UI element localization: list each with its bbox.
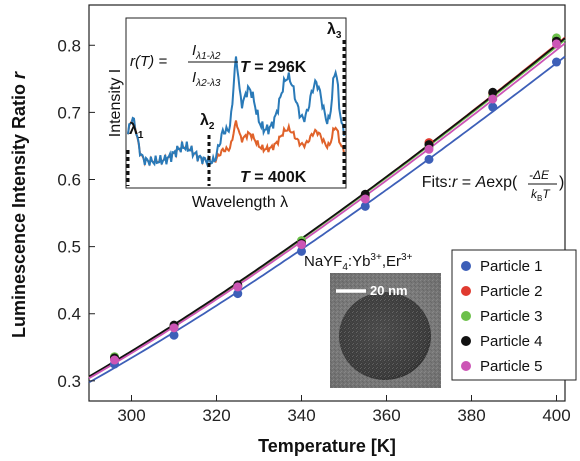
fits-formula: r = Aexp( (452, 174, 518, 191)
legend-label: Particle 4 (480, 333, 543, 350)
inset-formula-denominator: Iλ2-λ3 (192, 69, 221, 89)
scale-bar-label: 20 nm (370, 283, 408, 298)
legend-marker (461, 286, 471, 296)
legend-marker (461, 336, 471, 346)
inset-spectrum-296K (127, 56, 345, 169)
y-tick-label: 0.3 (57, 372, 81, 391)
data-point (360, 201, 370, 211)
data-point (552, 57, 561, 67)
legend-label: Particle 1 (480, 258, 543, 275)
x-tick-label: 360 (372, 406, 400, 425)
data-point (552, 39, 561, 49)
data-point (169, 330, 179, 340)
data-point (488, 102, 498, 112)
fits-close: ) (559, 174, 564, 191)
inset-lambda3-label: λ3 (327, 21, 342, 41)
data-point (488, 87, 498, 97)
axis-ticks: 300 320 340 360 380 400 0.3 0.4 0.5 0.6 0.7 0.8 (57, 36, 570, 425)
data-point (233, 289, 243, 299)
legend-box (451, 249, 577, 381)
legend-items: Particle 1 Particle 2 Particle 3 Particle 4… (461, 258, 543, 375)
data-point (488, 94, 498, 104)
tem-image: 20 nm (330, 273, 441, 388)
data-point (424, 154, 434, 164)
legend-marker (461, 311, 471, 321)
inset-lambda1-label: λ1 (129, 121, 144, 141)
data-point (169, 323, 179, 333)
inset-formula-lhs: r(T) = (130, 53, 167, 70)
data-point (424, 144, 434, 154)
data-point (233, 282, 243, 292)
fits-denominator: kBT (531, 187, 551, 203)
fit-lines (88, 36, 566, 384)
fits-numerator: -ΔE (529, 168, 550, 182)
inset-formula-numerator: Iλ1-λ2 (192, 42, 221, 62)
y-tick-label: 0.8 (57, 36, 81, 55)
y-axis-title-main: Luminescence Intensity Ratio (9, 79, 29, 338)
fit-line-4 (88, 37, 566, 378)
inset-lambda2-label: λ2 (200, 112, 215, 132)
x-tick-label: 320 (202, 406, 230, 425)
y-tick-label: 0.6 (57, 171, 81, 190)
inset-legend-400K: T = 400K (240, 169, 307, 186)
x-tick-label: 380 (457, 406, 485, 425)
y-tick-label: 0.4 (57, 305, 81, 324)
data-markers (110, 33, 561, 369)
y-tick-label: 0.7 (57, 103, 81, 122)
inset: λ1 λ2 λ3 r(T) = Iλ1-λ2 Iλ2-λ3 T = 296K T… (107, 17, 347, 211)
fit-line-1 (88, 55, 566, 384)
inset-x-label: Wavelength λ (192, 194, 288, 211)
legend-label: Particle 3 (480, 308, 543, 325)
legend-label: Particle 2 (480, 283, 543, 300)
y-tick-label: 0.5 (57, 238, 81, 257)
inset-legend-296K: T = 296K (240, 59, 307, 76)
y-axis-title-r: r (9, 71, 29, 79)
data-point (110, 355, 119, 365)
y-axis-title: Luminescence Intensity Ratio r (9, 71, 29, 338)
data-point (297, 246, 306, 256)
x-tick-label: 340 (287, 406, 315, 425)
data-point (360, 194, 370, 204)
legend-marker (461, 361, 471, 371)
x-tick-label: 400 (542, 406, 570, 425)
x-axis-title: Temperature [K] (258, 436, 396, 456)
material-label: NaYF4:Yb3+,Er3+ (304, 252, 413, 273)
legend: Particle 1 Particle 2 Particle 3 Particle 4… (451, 249, 577, 381)
fit-line-5 (88, 42, 566, 379)
inset-y-label: Intensity I (107, 69, 124, 137)
legend-marker (461, 261, 471, 271)
data-point (297, 240, 306, 250)
legend-label: Particle 5 (480, 358, 543, 375)
x-tick-label: 300 (117, 406, 145, 425)
fits-prefix: Fits: (422, 174, 452, 191)
